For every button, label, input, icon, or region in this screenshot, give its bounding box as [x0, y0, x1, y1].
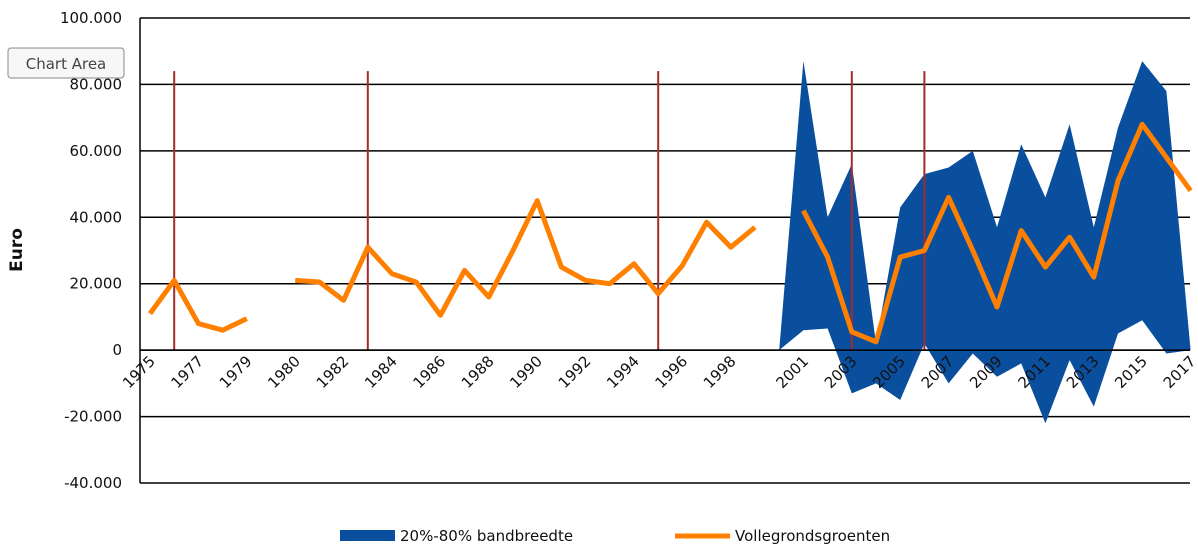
- x-tick-label: 1980: [264, 352, 304, 392]
- y-tick-label: 20.000: [70, 275, 123, 293]
- band-area: [779, 61, 1191, 424]
- x-tick-label: 1998: [700, 352, 740, 392]
- x-tick-label: 1984: [361, 352, 401, 392]
- y-tick-label: 60.000: [70, 142, 123, 160]
- y-tick-label: -20.000: [64, 408, 122, 426]
- x-tick-label: 1986: [409, 352, 449, 392]
- y-tick-label: 0: [112, 341, 122, 359]
- legend-label: Vollegrondsgroenten: [735, 527, 890, 545]
- legend-label: 20%-80% bandbreedte: [400, 527, 573, 545]
- x-tick-label: 2017: [1160, 352, 1198, 392]
- legend-swatch: [340, 530, 395, 541]
- y-tick-label: -40.000: [64, 474, 122, 492]
- x-tick-label: 1977: [167, 352, 207, 392]
- x-tick-label: 1979: [216, 352, 256, 392]
- x-tick-label: 1990: [506, 352, 546, 392]
- x-tick-label: 1992: [555, 352, 595, 392]
- x-tick-label: 2001: [772, 352, 812, 392]
- y-tick-label: 40.000: [70, 208, 123, 226]
- x-tick-label: 1982: [313, 352, 353, 392]
- tooltip: Chart Area: [7, 47, 125, 79]
- tooltip-text: Chart Area: [26, 55, 107, 73]
- line: [147, 121, 1193, 345]
- y-tick-label: 80.000: [70, 75, 123, 93]
- x-tick-label: 2015: [1111, 352, 1151, 392]
- x-tick-label: 1996: [651, 352, 691, 392]
- y-tick-label: 100.000: [60, 9, 122, 27]
- y-axis-label: Euro: [7, 228, 27, 272]
- x-tick-label: 1988: [458, 352, 498, 392]
- tooltip-box: [7, 47, 125, 79]
- x-tick-label: 1994: [603, 352, 643, 392]
- x-tick-label: 1975: [119, 352, 159, 392]
